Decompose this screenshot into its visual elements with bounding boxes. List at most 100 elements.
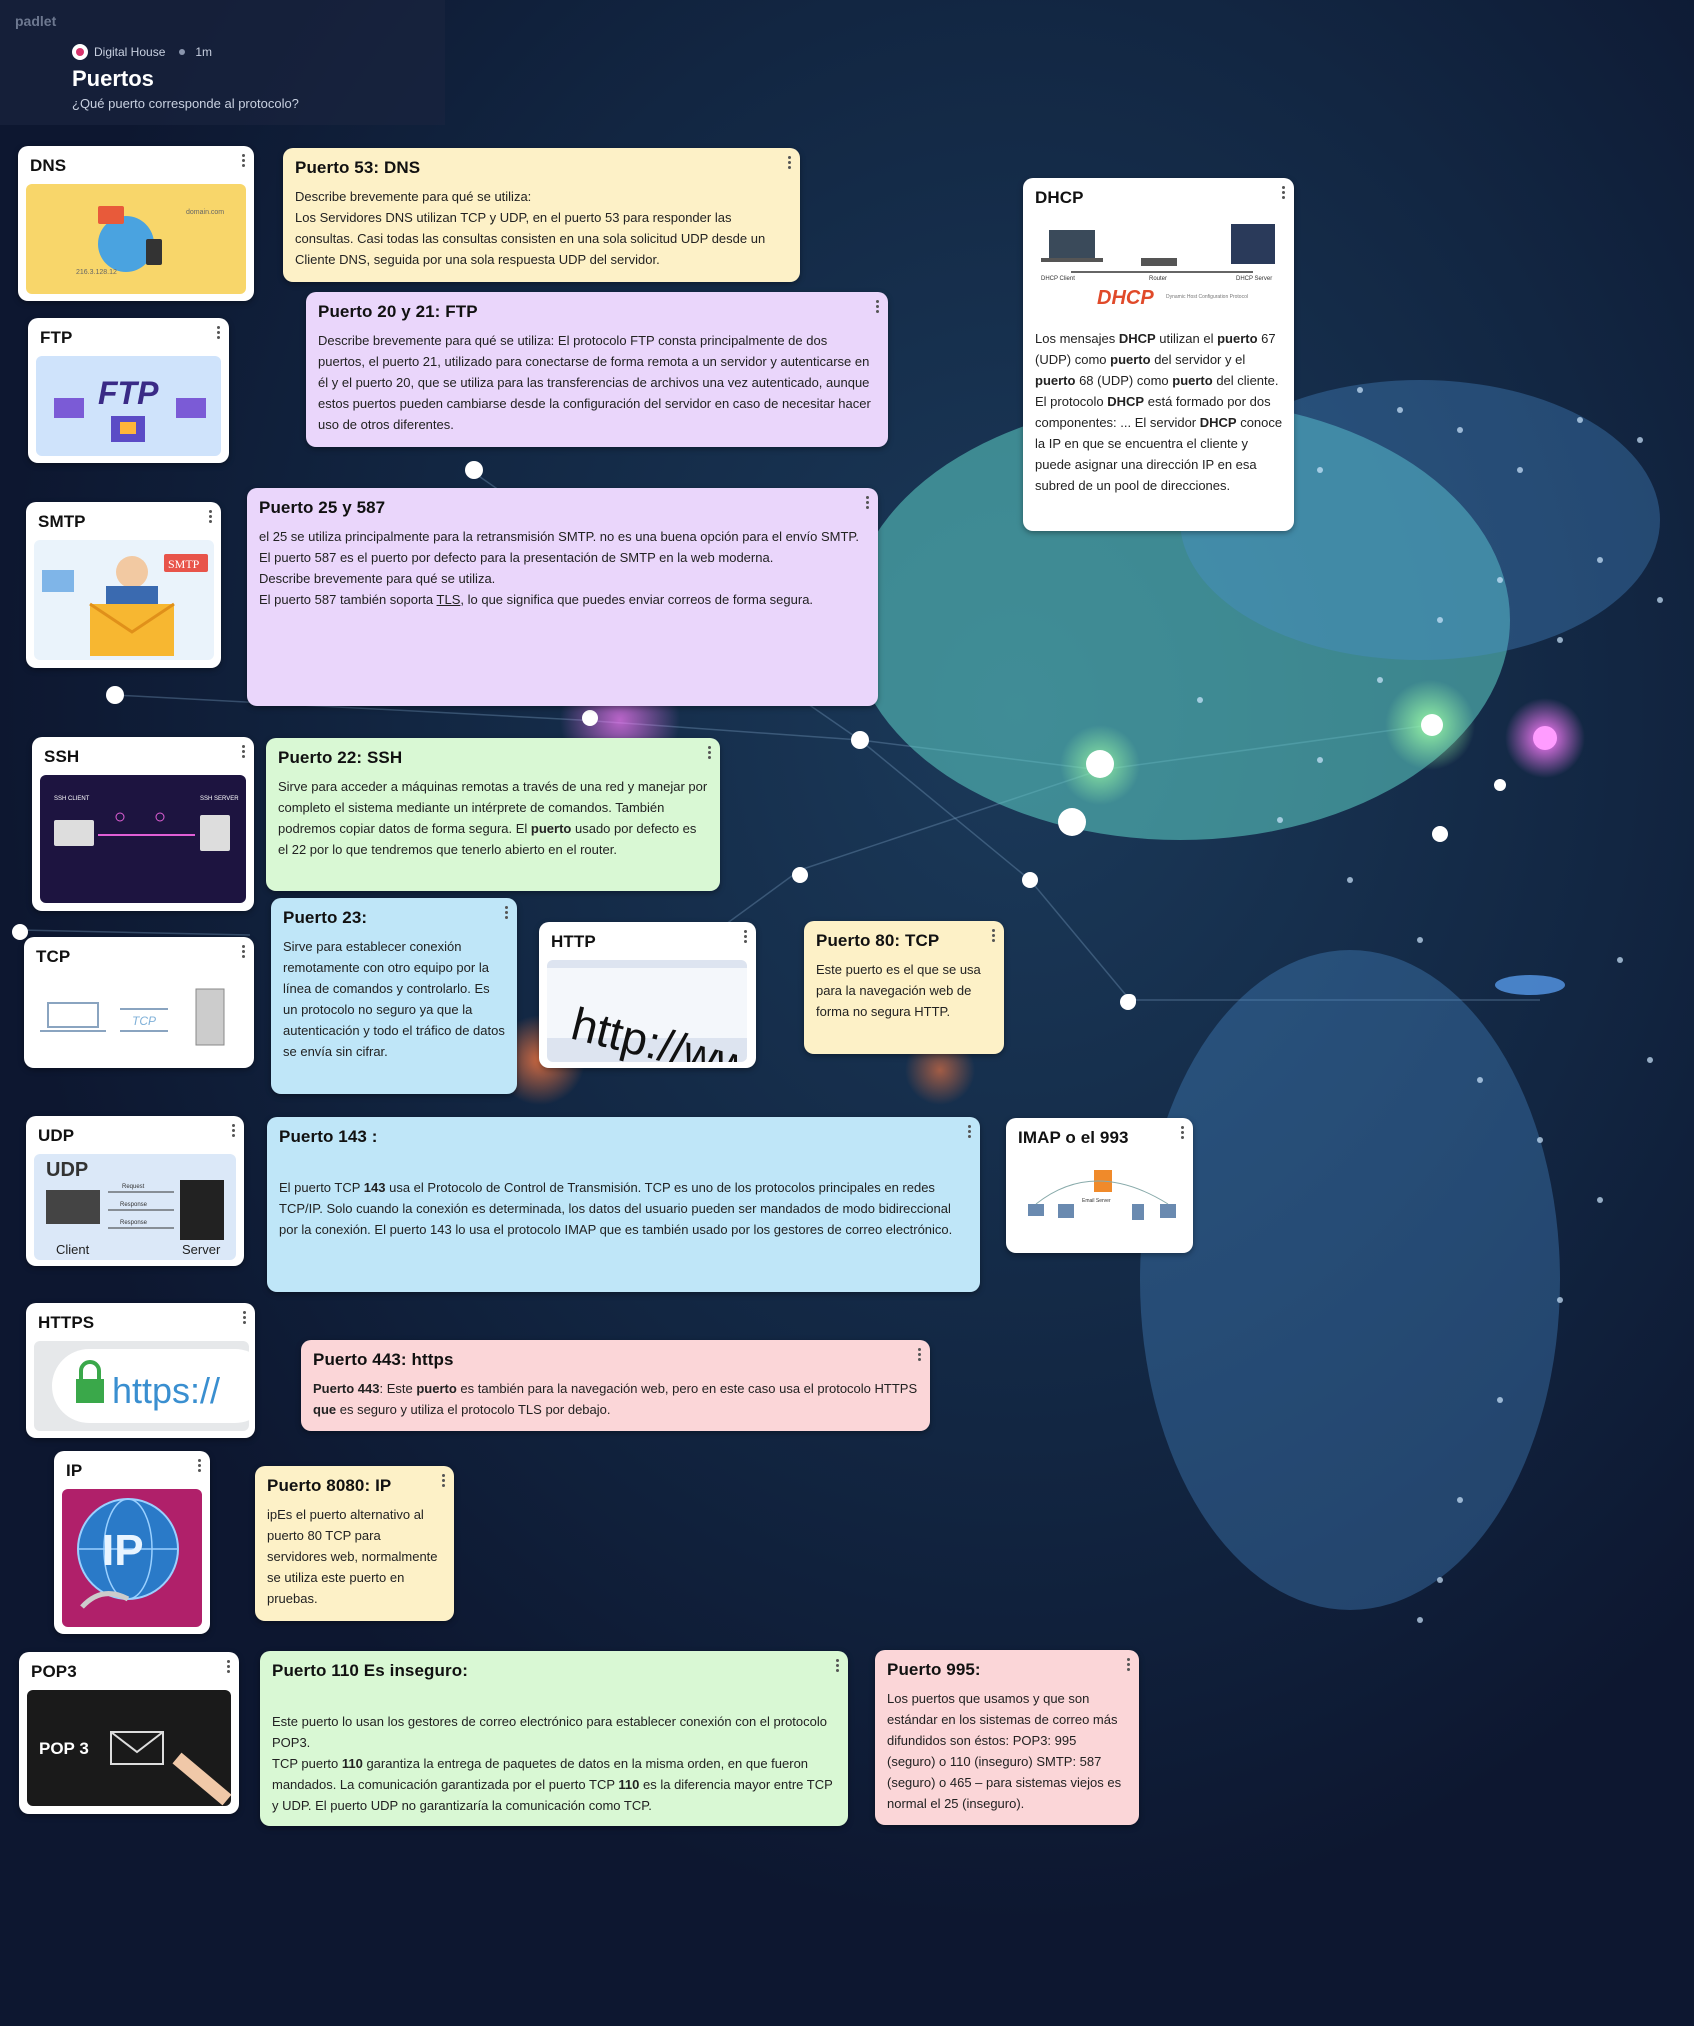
post-puerto-23[interactable]: Puerto 23: Sirve para establecer conexió… [271,898,517,1094]
post-title: Puerto 53: DNS [295,158,421,177]
post-line-2: TCP puerto 110 garantiza la entrega de p… [272,1756,833,1813]
post-menu-icon[interactable] [1181,1126,1185,1141]
dns-img-domain: domain.com [186,209,224,216]
post-title: Puerto 8080: IP [267,1476,392,1495]
post-puerto-80[interactable]: Puerto 80: TCP Este puerto es el que se … [804,921,1004,1054]
board-header: Digital House 1m Puertos ¿Qué puerto cor… [72,44,299,111]
dns-illustration: domain.com 216.3.128.12 [26,184,246,294]
post-title: Puerto 20 y 21: FTP [318,302,478,321]
post-dns[interactable]: DNS domain.com 216.3.128.12 [18,146,254,301]
post-title: HTTPS [38,1313,95,1332]
post-puerto-995[interactable]: Puerto 995: Los puertos que usamos y que… [875,1650,1139,1825]
post-title: Puerto 110 Es inseguro: [272,1661,468,1680]
post-http[interactable]: HTTP http://www [539,922,756,1068]
post-body: Sirve para acceder a máquinas remotas a … [278,779,708,857]
post-menu-icon[interactable] [876,300,880,315]
ssh-img-server: SSH SERVER [200,796,239,802]
dhcp-diagram: DHCP Client Router DHCP Server DHCP Dyna… [1031,216,1286,316]
post-menu-icon[interactable] [198,1459,202,1474]
post-menu-icon[interactable] [836,1659,840,1674]
post-ip[interactable]: IP IP [54,1451,210,1634]
ip-globe: IP [62,1489,202,1627]
post-body: Sirve para establecer conexión remotamen… [283,939,505,1059]
post-imap[interactable]: IMAP o el 993 Email Server [1006,1118,1193,1253]
post-pop3[interactable]: POP3 POP 3 [19,1652,239,1814]
tls-link[interactable]: TLS [436,592,461,607]
post-line-4: El puerto 587 también soporta TLS, lo qu… [259,592,814,607]
post-line-2: El puerto 587 es el puerto por defecto p… [259,550,774,565]
ftp-illustration: FTP [36,356,221,456]
udp-img-server: Server [182,1242,221,1257]
post-body: Este puerto es el que se usa para la nav… [816,962,981,1019]
pop3-envelope: POP 3 [27,1690,231,1806]
post-puerto-443[interactable]: Puerto 443: https Puerto 443: Este puert… [301,1340,930,1431]
post-https[interactable]: HTTPS https:// [26,1303,255,1438]
post-menu-icon[interactable] [1127,1658,1131,1673]
udp-diagram: UDP Request Response Response Client Ser… [34,1154,236,1260]
post-menu-icon[interactable] [788,156,792,171]
post-menu-icon[interactable] [866,496,870,511]
post-menu-icon[interactable] [209,510,213,525]
post-udp[interactable]: UDP UDP Request Response Response Client… [26,1116,244,1266]
dhcp-img-router: Router [1149,276,1167,282]
post-title: DHCP [1035,188,1084,207]
post-title: Puerto 443: https [313,1350,454,1369]
post-menu-icon[interactable] [442,1474,446,1489]
post-menu-icon[interactable] [968,1125,972,1140]
post-menu-icon[interactable] [232,1124,236,1139]
post-menu-icon[interactable] [242,154,246,169]
post-puerto-53[interactable]: Puerto 53: DNS Describe brevemente para … [283,148,800,282]
post-title: Puerto 995: [887,1660,981,1679]
post-title: UDP [38,1126,75,1145]
post-line-1: el 25 se utiliza principalmente para la … [259,529,860,544]
post-dhcp[interactable]: DHCP DHCP Client Router DHCP Server DHCP… [1023,178,1294,531]
post-puerto-110[interactable]: Puerto 110 Es inseguro: Este puerto lo u… [260,1651,848,1826]
post-menu-icon[interactable] [217,326,221,341]
ssh-img-client: SSH CLIENT [54,796,90,802]
post-tcp[interactable]: TCP TCP [24,937,254,1068]
smtp-img-text: SMTP [168,557,200,571]
udp-img-request: Request [122,1184,145,1190]
post-menu-icon[interactable] [243,1311,247,1326]
padlet-logo[interactable]: padlet [15,13,57,29]
post-body: Puerto 443: Este puerto es también para … [313,1381,918,1417]
post-menu-icon[interactable] [505,906,509,921]
post-title: TCP [36,947,71,966]
post-line-3: Describe brevemente para qué se utiliza. [259,571,496,586]
post-ftp[interactable]: FTP FTP [28,318,229,463]
post-title: Puerto 23: [283,908,368,927]
board-age: 1m [195,45,213,59]
post-puerto-25-587[interactable]: Puerto 25 y 587 el 25 se utiliza princip… [247,488,878,706]
post-menu-icon[interactable] [708,746,712,761]
post-title: Puerto 25 y 587 [259,498,386,517]
udp-img-title: UDP [46,1159,88,1181]
imap-img-text: Email Server [1082,1198,1111,1204]
post-menu-icon[interactable] [242,945,246,960]
imap-network-diagram: Email Server [1014,1158,1186,1246]
post-puerto-20-21[interactable]: Puerto 20 y 21: FTP Describe brevemente … [306,292,888,447]
post-title: POP3 [31,1662,77,1681]
post-title: FTP [40,328,73,347]
post-body: ipEs el puerto alternativo al puerto 80 … [267,1507,438,1606]
post-body: Los puertos que usamos y que son estánda… [887,1691,1122,1811]
post-title: Puerto 143 : [279,1127,378,1146]
post-line-1: Este puerto lo usan los gestores de corr… [272,1714,827,1750]
author-name[interactable]: Digital House [94,45,166,59]
dhcp-img-logo-sub: Dynamic Host Configuration Protocol [1166,294,1248,300]
post-menu-icon[interactable] [227,1660,231,1675]
post-smtp[interactable]: SMTP SMTP [26,502,221,668]
tcp-img-text: TCP [132,1014,156,1028]
post-ssh[interactable]: SSH SSH CLIENT SSH SERVER [32,737,254,911]
post-puerto-22[interactable]: Puerto 22: SSH Sirve para acceder a máqu… [266,738,720,891]
tcp-diagram: TCP [32,975,246,1061]
https-img-text: https:// [112,1370,220,1411]
post-puerto-143[interactable]: Puerto 143 : El puerto TCP 143 usa el Pr… [267,1117,980,1292]
post-title: Puerto 22: SSH [278,748,403,767]
post-puerto-8080[interactable]: Puerto 8080: IP ipEs el puerto alternati… [255,1466,454,1621]
post-menu-icon[interactable] [992,929,996,944]
separator-dot [179,49,186,55]
post-menu-icon[interactable] [1282,186,1286,201]
post-menu-icon[interactable] [744,930,748,945]
post-menu-icon[interactable] [242,745,246,760]
post-menu-icon[interactable] [918,1348,922,1363]
